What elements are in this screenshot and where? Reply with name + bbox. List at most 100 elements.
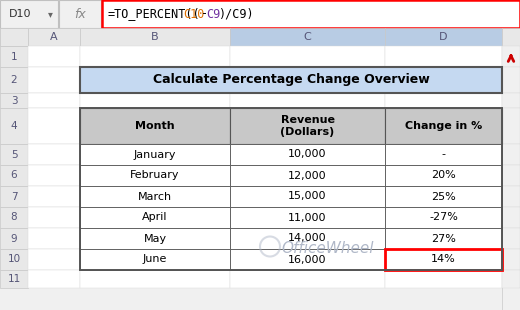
Bar — [80, 108, 230, 144]
Text: C9: C9 — [206, 7, 221, 20]
Text: 27%: 27% — [431, 233, 456, 243]
Bar — [502, 67, 520, 93]
Bar — [385, 207, 502, 228]
Bar — [385, 144, 502, 165]
Bar — [80, 165, 230, 186]
Bar — [80, 207, 230, 228]
Bar — [385, 249, 502, 270]
Bar — [0, 0, 58, 28]
Bar — [28, 144, 80, 165]
Text: 15,000: 15,000 — [288, 192, 327, 202]
Bar — [230, 46, 385, 67]
Bar — [0, 46, 28, 67]
Text: June: June — [143, 255, 167, 264]
Bar — [80, 228, 230, 249]
Text: 4: 4 — [11, 121, 17, 131]
Bar — [502, 249, 520, 270]
Bar — [80, 28, 230, 46]
Bar — [28, 165, 80, 186]
Bar — [80, 207, 230, 228]
Bar — [385, 270, 502, 288]
Bar — [80, 228, 230, 249]
Bar — [0, 270, 28, 288]
Bar — [0, 186, 28, 207]
Bar — [230, 249, 385, 270]
Bar — [28, 207, 80, 228]
Bar — [80, 186, 230, 207]
Bar — [230, 249, 385, 270]
Bar — [230, 165, 385, 186]
Bar — [502, 270, 520, 288]
Bar — [385, 108, 502, 144]
Text: 20%: 20% — [431, 170, 456, 180]
Bar — [230, 108, 385, 144]
Text: 14%: 14% — [431, 255, 456, 264]
Bar — [80, 93, 230, 108]
Text: 11: 11 — [7, 274, 21, 284]
Bar — [502, 144, 520, 165]
Bar — [385, 249, 502, 270]
Text: 10,000: 10,000 — [288, 149, 327, 160]
Text: fx: fx — [74, 7, 86, 20]
Bar — [502, 228, 520, 249]
Bar — [385, 144, 502, 165]
Bar — [0, 0, 520, 28]
Bar — [230, 228, 385, 249]
Bar — [80, 270, 230, 288]
Text: C10: C10 — [184, 7, 205, 20]
Text: 11,000: 11,000 — [288, 212, 327, 223]
Bar — [385, 186, 502, 207]
Text: 9: 9 — [11, 233, 17, 243]
Text: 8: 8 — [11, 212, 17, 223]
Bar — [230, 207, 385, 228]
Bar — [80, 67, 502, 93]
Text: A: A — [50, 32, 58, 42]
Bar — [0, 207, 28, 228]
Bar — [385, 228, 502, 249]
Bar — [80, 46, 230, 67]
Bar — [80, 67, 230, 93]
Bar — [230, 144, 385, 165]
Text: 5: 5 — [11, 149, 17, 160]
Bar — [80, 144, 230, 165]
Bar — [80, 165, 230, 186]
Bar — [385, 165, 502, 186]
Text: -: - — [201, 7, 208, 20]
Bar — [385, 207, 502, 228]
Bar — [385, 28, 502, 46]
Bar — [0, 228, 28, 249]
Bar — [0, 108, 28, 144]
Bar — [0, 67, 28, 93]
Bar — [230, 207, 385, 228]
Bar — [230, 67, 385, 93]
Bar — [502, 207, 520, 228]
Bar — [80, 108, 502, 270]
Text: Change in %: Change in % — [405, 121, 482, 131]
Bar — [80, 108, 230, 144]
Text: -27%: -27% — [429, 212, 458, 223]
Text: 6: 6 — [11, 170, 17, 180]
Bar — [101, 2, 102, 26]
Text: May: May — [144, 233, 166, 243]
Bar — [0, 28, 520, 46]
Text: Month: Month — [135, 121, 175, 131]
Text: =TO_PERCENT((: =TO_PERCENT(( — [108, 7, 201, 20]
Bar — [28, 186, 80, 207]
Bar — [502, 108, 520, 144]
Bar — [385, 67, 502, 93]
Text: Revenue
(Dollars): Revenue (Dollars) — [280, 115, 335, 137]
Bar — [28, 46, 80, 67]
Text: )/C9): )/C9) — [218, 7, 254, 20]
Bar — [502, 46, 520, 310]
Bar — [28, 249, 80, 270]
Text: Calculate Percentage Change Overview: Calculate Percentage Change Overview — [153, 73, 430, 86]
Text: D10: D10 — [9, 9, 31, 19]
Bar — [230, 186, 385, 207]
Text: February: February — [130, 170, 180, 180]
Text: OfficeWheel: OfficeWheel — [281, 241, 374, 256]
Text: C: C — [304, 32, 311, 42]
Bar — [502, 46, 520, 67]
Text: January: January — [134, 149, 176, 160]
Bar — [385, 165, 502, 186]
Bar — [0, 93, 28, 108]
